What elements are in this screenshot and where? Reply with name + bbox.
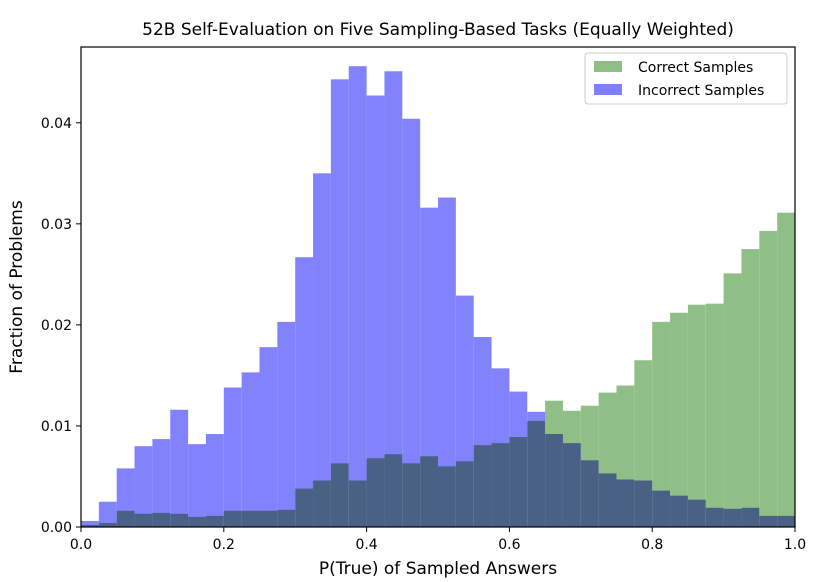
incorrect-bar xyxy=(687,499,706,527)
incorrect-bar xyxy=(366,95,385,528)
correct-bar xyxy=(723,273,742,527)
incorrect-bar xyxy=(81,520,99,527)
correct-bar xyxy=(777,212,795,527)
incorrect-bar xyxy=(777,515,795,527)
correct-bar xyxy=(741,249,760,527)
incorrect-bar xyxy=(759,515,778,527)
plot-frame xyxy=(80,46,796,528)
incorrect-bar xyxy=(741,507,760,527)
incorrect-bar xyxy=(259,347,278,527)
y-tick-label: 0.02 xyxy=(41,318,72,334)
y-axis-ticks: 0.00 0.01 0.02 0.03 0.04 xyxy=(41,116,81,536)
correct-bar xyxy=(652,321,671,527)
incorrect-samples-bars xyxy=(81,66,795,528)
x-tick-label: 0.8 xyxy=(641,537,663,553)
legend-swatch-incorrect xyxy=(594,84,622,95)
incorrect-bar xyxy=(491,368,510,527)
x-tick-label: 0.6 xyxy=(498,537,520,553)
x-tick-label: 0.4 xyxy=(355,537,377,553)
x-tick-label: 1.0 xyxy=(784,537,806,553)
legend-label-correct: Correct Samples xyxy=(638,60,753,76)
legend: Correct Samples Incorrect Samples xyxy=(584,52,788,105)
correct-bar xyxy=(705,303,724,527)
correct-bar xyxy=(670,312,688,527)
y-tick-label: 0.04 xyxy=(41,116,72,132)
incorrect-bar xyxy=(634,480,653,527)
incorrect-bar xyxy=(330,79,349,527)
legend-box xyxy=(584,52,788,105)
x-axis-ticks: 0.0 0.2 0.4 0.6 0.8 1.0 xyxy=(70,527,806,553)
incorrect-bar xyxy=(473,337,492,527)
incorrect-bar xyxy=(223,387,242,527)
legend-label-incorrect: Incorrect Samples xyxy=(638,83,764,99)
incorrect-bar xyxy=(670,495,688,527)
incorrect-bar xyxy=(705,507,724,527)
incorrect-bar xyxy=(652,490,671,527)
incorrect-bar xyxy=(295,257,314,527)
incorrect-bar xyxy=(188,444,206,527)
incorrect-bar xyxy=(723,508,742,527)
incorrect-bar xyxy=(384,71,403,528)
incorrect-bar xyxy=(116,468,135,527)
legend-swatch-correct xyxy=(594,61,622,72)
incorrect-bar xyxy=(438,197,456,527)
correct-bar xyxy=(687,304,706,527)
incorrect-bar xyxy=(562,443,581,527)
incorrect-bar xyxy=(205,434,224,527)
incorrect-bar xyxy=(545,434,563,527)
y-tick-label: 0.03 xyxy=(41,217,72,233)
incorrect-bar xyxy=(134,446,153,527)
correct-bar xyxy=(759,230,778,528)
incorrect-bar xyxy=(170,409,189,527)
incorrect-bar xyxy=(509,391,528,527)
x-tick-label: 0.0 xyxy=(70,537,92,553)
x-axis-label: P(True) of Sampled Answers xyxy=(319,559,557,579)
incorrect-bar xyxy=(420,207,438,527)
incorrect-bar xyxy=(313,173,331,527)
y-tick-label: 0.01 xyxy=(41,419,72,435)
incorrect-bar xyxy=(455,295,474,527)
y-tick-label: 0.00 xyxy=(41,520,72,536)
incorrect-bar xyxy=(580,460,599,527)
incorrect-bar xyxy=(152,439,171,527)
x-tick-label: 0.2 xyxy=(213,537,235,553)
y-axis-label: Fraction of Problems xyxy=(7,200,27,374)
incorrect-bar xyxy=(527,411,546,527)
incorrect-bar xyxy=(277,321,296,527)
incorrect-bar xyxy=(98,501,117,527)
incorrect-bar xyxy=(348,66,367,527)
incorrect-bar xyxy=(598,473,617,527)
incorrect-bar xyxy=(241,372,260,527)
chart-title: 52B Self-Evaluation on Five Sampling-Bas… xyxy=(142,20,734,40)
incorrect-bar xyxy=(402,118,421,527)
incorrect-bar xyxy=(616,479,635,527)
